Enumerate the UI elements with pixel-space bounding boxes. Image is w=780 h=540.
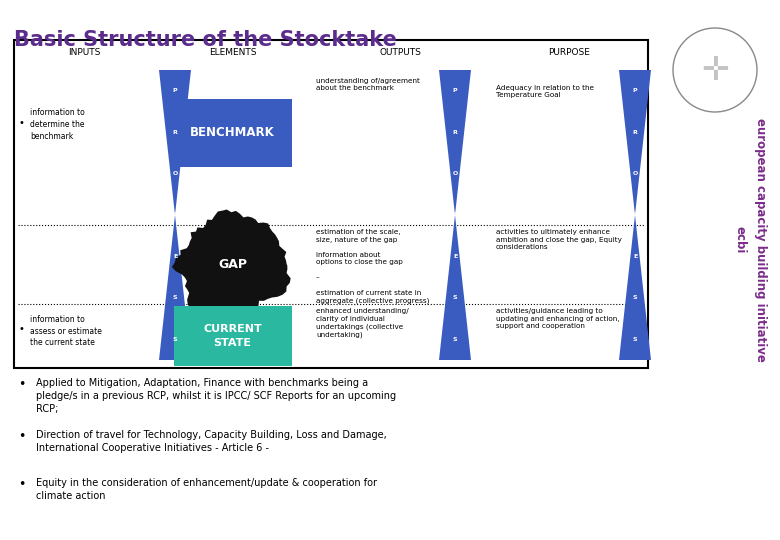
Text: P: P	[172, 88, 177, 93]
Text: S: S	[452, 337, 457, 342]
Text: E: E	[633, 254, 637, 259]
Text: S: S	[172, 337, 177, 342]
Text: O: O	[633, 171, 637, 176]
Text: P: P	[452, 88, 457, 93]
Text: Adequacy in relation to the
Temperature Goal: Adequacy in relation to the Temperature …	[496, 85, 594, 98]
Text: CURRENT
STATE: CURRENT STATE	[203, 325, 262, 348]
Text: activities/guidance leading to
updating and enhancing of action,
support and coo: activities/guidance leading to updating …	[496, 308, 619, 329]
Text: R: R	[633, 130, 637, 134]
Bar	[173, 306, 292, 366]
Text: S: S	[452, 295, 457, 300]
Text: ELEMENTS: ELEMENTS	[209, 48, 257, 57]
Text: understanding of/agreement
about the benchmark: understanding of/agreement about the ben…	[316, 78, 420, 91]
Text: E: E	[453, 254, 457, 259]
Polygon shape	[439, 215, 471, 360]
Text: PURPOSE: PURPOSE	[548, 48, 590, 57]
Text: estimation of current state in
aggregate (collective progress): estimation of current state in aggregate…	[316, 290, 429, 304]
Text: estimation of the scale,
size, nature of the gap

information about
options to c: estimation of the scale, size, nature of…	[316, 230, 403, 280]
Text: ecbi: ecbi	[733, 226, 746, 254]
Polygon shape	[619, 215, 651, 360]
Text: •: •	[18, 324, 24, 334]
Text: Basic Structure of the Stocktake: Basic Structure of the Stocktake	[14, 30, 397, 50]
Bar	[14, 40, 648, 368]
Text: european capacity building initiative: european capacity building initiative	[753, 118, 767, 362]
Text: INPUTS: INPUTS	[69, 48, 101, 57]
Text: S: S	[172, 295, 177, 300]
Text: R: R	[452, 130, 457, 134]
Text: •: •	[18, 430, 26, 443]
Text: S: S	[633, 337, 637, 342]
Text: E: E	[173, 254, 177, 259]
Text: C: C	[172, 213, 177, 218]
Text: O: O	[172, 171, 178, 176]
Text: C: C	[452, 213, 457, 218]
Polygon shape	[619, 70, 651, 215]
Text: BENCHMARK: BENCHMARK	[190, 126, 275, 139]
Text: OUTPUTS: OUTPUTS	[379, 48, 421, 57]
Text: P: P	[633, 88, 637, 93]
Text: information to
assess or estimate
the current state: information to assess or estimate the cu…	[30, 315, 102, 347]
Text: information to
determine the
benchmark: information to determine the benchmark	[30, 109, 85, 141]
Text: S: S	[633, 295, 637, 300]
Text: O: O	[452, 171, 458, 176]
Polygon shape	[172, 210, 291, 317]
Text: •: •	[18, 118, 24, 127]
Polygon shape	[159, 215, 191, 360]
Text: Applied to Mitigation, Adaptation, Finance with benchmarks being a
pledge/s in a: Applied to Mitigation, Adaptation, Finan…	[36, 378, 396, 414]
Text: GAP: GAP	[218, 258, 247, 271]
Text: Direction of travel for Technology, Capacity Building, Loss and Damage,
Internat: Direction of travel for Technology, Capa…	[36, 430, 387, 453]
Text: Equity in the consideration of enhancement/update & cooperation for
climate acti: Equity in the consideration of enhanceme…	[36, 478, 377, 501]
Text: C: C	[633, 213, 637, 218]
Polygon shape	[159, 70, 191, 215]
Polygon shape	[439, 70, 471, 215]
Text: ✛: ✛	[701, 53, 729, 86]
Text: •: •	[18, 378, 26, 391]
Text: enhanced understanding/
clarity of individual
undertakings (collective
undertaki: enhanced understanding/ clarity of indiv…	[316, 308, 409, 338]
Text: •: •	[18, 478, 26, 491]
Text: activities to ultimately enhance
ambition and close the gap, Equity
consideratio: activities to ultimately enhance ambitio…	[496, 230, 622, 251]
Text: R: R	[172, 130, 177, 134]
Bar	[173, 99, 292, 167]
